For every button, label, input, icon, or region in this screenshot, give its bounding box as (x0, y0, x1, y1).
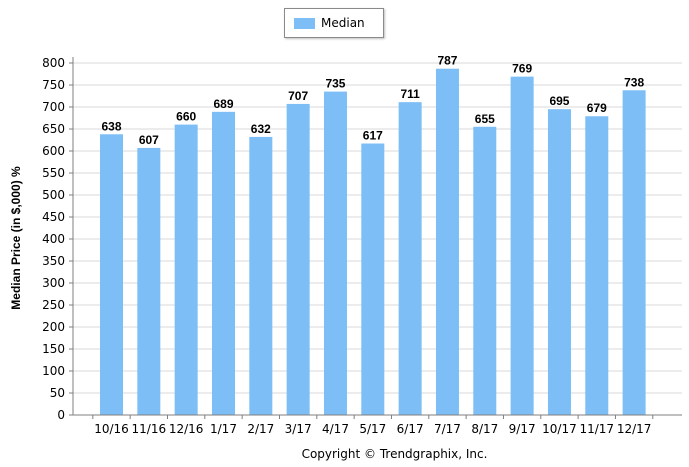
y-tick-label: 650 (42, 122, 65, 136)
x-tick-label: 4/17 (322, 422, 349, 436)
y-tick-label: 450 (42, 210, 65, 224)
bar-value-label: 769 (512, 62, 532, 76)
y-tick-label: 600 (42, 144, 65, 158)
y-tick-label: 500 (42, 188, 65, 202)
bar (585, 116, 609, 416)
y-tick-label: 0 (57, 408, 65, 422)
axes (69, 57, 682, 419)
x-tick-label: 9/17 (509, 422, 536, 436)
y-tick-label: 300 (42, 276, 65, 290)
bar (361, 143, 385, 415)
bar (286, 103, 310, 416)
bar-value-label: 607 (139, 133, 159, 147)
x-tick-label: 6/17 (397, 422, 424, 436)
x-tick-label: 3/17 (285, 422, 312, 436)
bar (622, 90, 646, 415)
bar (510, 76, 534, 415)
bar (398, 102, 422, 415)
legend-label-median: Median (321, 16, 365, 30)
x-tick-label: 1/17 (210, 422, 237, 436)
bar-value-label: 632 (251, 122, 271, 136)
x-tick-label: 2/17 (247, 422, 274, 436)
x-tick-label: 7/17 (434, 422, 461, 436)
y-tick-label: 800 (42, 56, 65, 70)
x-tick-label: 8/17 (471, 422, 498, 436)
bar (473, 126, 497, 416)
bar (211, 111, 235, 415)
bar-value-label: 695 (549, 94, 569, 108)
bar-value-label: 711 (400, 87, 420, 101)
bar-value-label: 679 (587, 101, 607, 115)
bar (137, 147, 161, 416)
y-tick-label: 750 (42, 78, 65, 92)
bar-value-label: 707 (288, 89, 308, 103)
bar (547, 109, 571, 415)
bar (174, 124, 198, 415)
x-tick-label: 12/17 (617, 422, 652, 436)
bar (249, 136, 273, 416)
x-tick-label: 11/16 (132, 422, 167, 436)
x-tick-label: 11/17 (579, 422, 614, 436)
bar-value-label: 689 (213, 97, 233, 111)
y-tick-labels: 0 50 100 150 200 250 300 350 400 450 500 550 600 650 7… (42, 56, 65, 422)
bar-value-label: 738 (624, 75, 644, 89)
x-tick-label: 12/16 (169, 422, 204, 436)
y-tick-label: 50 (50, 386, 65, 400)
bar-value-label: 617 (363, 129, 383, 143)
x-tick-labels: 10/16 11/16 12/16 1/17 2/17 3/17 4/17 5/17 6/17 7… (94, 422, 651, 436)
bar-value-label: 655 (475, 112, 495, 126)
y-tick-label: 550 (42, 166, 65, 180)
y-axis-label: Median Price (in $,000) % (9, 166, 23, 310)
x-tick-label: 10/17 (542, 422, 577, 436)
legend: Median (284, 8, 384, 38)
y-tick-label: 200 (42, 320, 65, 334)
bar-value-label: 787 (437, 54, 457, 68)
y-tick-label: 700 (42, 100, 65, 114)
y-tick-label: 150 (42, 342, 65, 356)
bar-value-label: 638 (101, 119, 121, 133)
legend-swatch-median (294, 18, 315, 29)
x-tick-label: 10/16 (94, 422, 129, 436)
y-tick-label: 400 (42, 232, 65, 246)
y-tick-label: 100 (42, 364, 65, 378)
copyright-text: Copyright © Trendgraphix, Inc. (301, 447, 488, 461)
bar (100, 134, 123, 415)
bar-value-label: 660 (176, 110, 196, 124)
bar (435, 68, 459, 415)
y-tick-label: 250 (42, 298, 65, 312)
bar (323, 91, 347, 415)
bars (100, 68, 646, 416)
bar-value-label: 735 (325, 77, 345, 91)
y-tick-label: 350 (42, 254, 65, 268)
x-tick-label: 5/17 (359, 422, 386, 436)
value-labels: 638 607 660 689 632 707 735 617 711 787 655 769 695 6… (101, 54, 644, 147)
